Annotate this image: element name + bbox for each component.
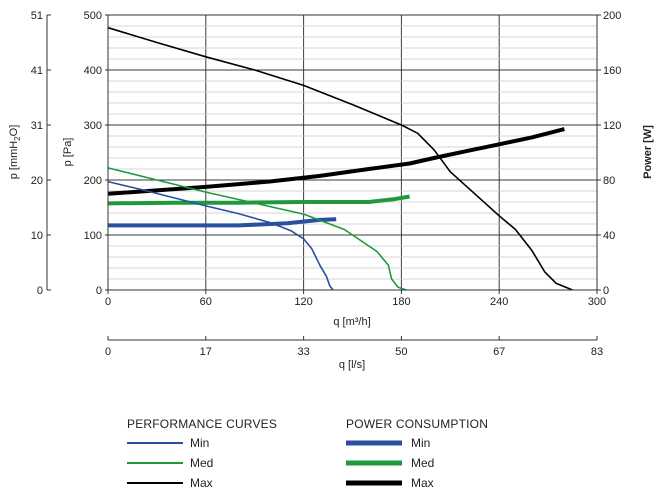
tick-label-pa: 500 <box>84 10 102 22</box>
legend-title-power: POWER CONSUMPTION <box>346 417 488 431</box>
tick-label-mmh2o: 10 <box>31 230 43 242</box>
tick-label-ls: 50 <box>395 346 407 358</box>
tick-label-pa: 0 <box>96 285 102 297</box>
tick-label-m3h: 300 <box>588 296 606 308</box>
legend-label-perf-max: Max <box>190 476 213 490</box>
legend-label-power-max: Max <box>411 476 434 490</box>
tick-label-power: 120 <box>603 120 621 132</box>
tick-label-mmh2o: 41 <box>31 65 43 77</box>
tick-label-pa: 400 <box>84 65 102 77</box>
tick-label-m3h: 240 <box>490 296 508 308</box>
power-line-min <box>108 217 337 228</box>
legend-label-perf-min: Min <box>190 436 209 450</box>
tick-label-power: 200 <box>603 10 621 22</box>
tick-label-m3h: 120 <box>294 296 312 308</box>
tick-label-mmh2o: 0 <box>37 285 43 297</box>
tick-label-m3h: 180 <box>392 296 410 308</box>
power-line-med <box>107 194 410 206</box>
tick-label-ls: 67 <box>493 346 505 358</box>
tick-label-power: 0 <box>603 285 609 297</box>
x-axis-label-m3h: q [m³/h] <box>333 316 370 328</box>
tick-labels: 0100200300400500010203141510408012016020… <box>31 10 622 358</box>
tick-label-mmh2o: 20 <box>31 175 43 187</box>
legend-title-performance: PERFORMANCE CURVES <box>127 417 277 431</box>
tick-label-power: 40 <box>603 230 615 242</box>
performance-curves <box>107 26 573 291</box>
legend-label-perf-med: Med <box>190 456 213 470</box>
performance-line-med <box>107 167 407 291</box>
tick-label-mmh2o: 31 <box>31 120 43 132</box>
tick-label-pa: 100 <box>84 230 102 242</box>
axes <box>46 14 601 341</box>
tick-label-ls: 17 <box>200 346 212 358</box>
y-axis-label-pa: p [Pa] <box>62 138 74 167</box>
power-line-max <box>107 127 565 196</box>
tick-label-m3h: 0 <box>105 296 111 308</box>
tick-label-ls: 33 <box>297 346 309 358</box>
tick-label-ls: 83 <box>591 346 603 358</box>
performance-line-min <box>107 180 334 291</box>
x-axis-label-ls: q [l/s] <box>339 359 365 371</box>
y-axis-label-power: Power [W] <box>642 125 654 179</box>
legend-label-power-med: Med <box>411 456 434 470</box>
performance-line-max <box>107 26 573 291</box>
tick-label-ls: 0 <box>105 346 111 358</box>
legend: PERFORMANCE CURVES POWER CONSUMPTION Min… <box>127 417 488 490</box>
y-axis-label-mmh2o: p [mmH2O] <box>8 125 22 180</box>
grid <box>108 15 597 290</box>
tick-label-power: 160 <box>603 65 621 77</box>
tick-label-power: 80 <box>603 175 615 187</box>
power-curves <box>107 127 565 228</box>
tick-label-mmh2o: 51 <box>31 10 43 22</box>
tick-label-pa: 200 <box>84 175 102 187</box>
tick-label-m3h: 60 <box>200 296 212 308</box>
legend-label-power-min: Min <box>411 436 430 450</box>
tick-label-pa: 300 <box>84 120 102 132</box>
